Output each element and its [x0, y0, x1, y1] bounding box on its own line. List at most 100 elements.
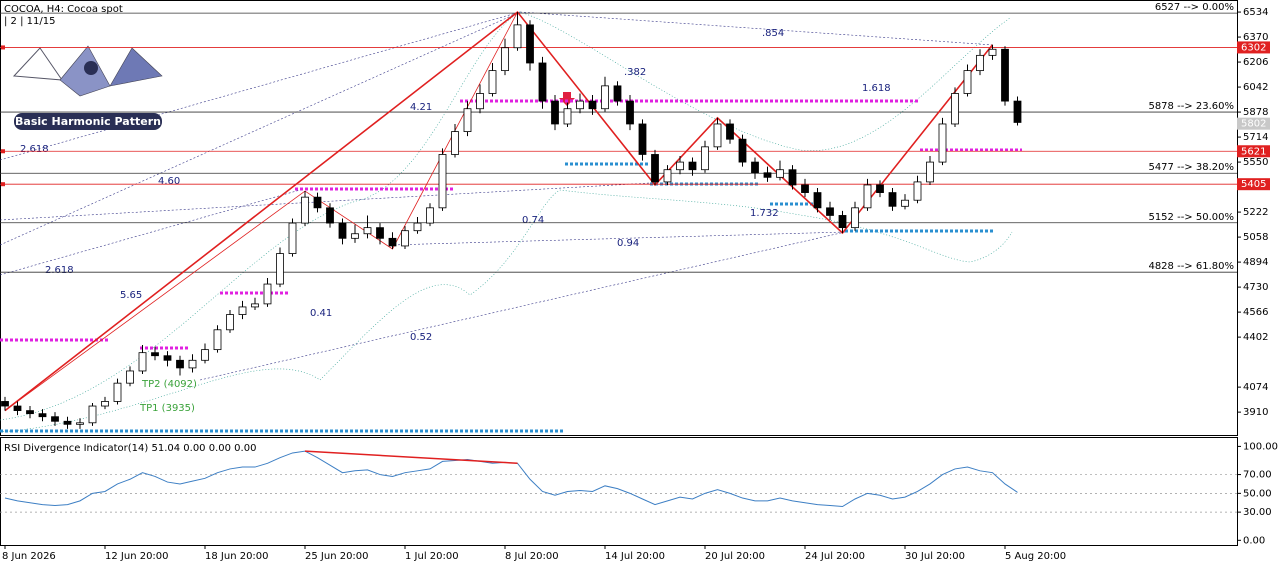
candle-body: [188, 359, 197, 369]
fib-level-label: 6527 --> 0.00%: [1155, 2, 1234, 13]
candle-body: [463, 108, 472, 132]
candle-body: [826, 207, 834, 216]
candle-body: [788, 169, 797, 186]
y-tick-label: 5058: [1243, 232, 1268, 243]
candle-body: [526, 24, 534, 64]
candle-body: [476, 93, 484, 110]
ratio-label: 5.65: [120, 290, 142, 301]
logo-shape: [12, 47, 64, 81]
x-tick-label: 30 Jul 20:00: [905, 551, 965, 562]
ratio-label: 4.21: [410, 102, 432, 113]
candle-body: [63, 420, 72, 425]
fib-level-label: 5878 --> 23.60%: [1148, 101, 1234, 112]
x-tick-label: 14 Jul 20:00: [605, 551, 665, 562]
ratio-label: 1.732: [750, 208, 779, 219]
y-tick-label: 6206: [1243, 57, 1268, 68]
price-box: [1237, 41, 1270, 54]
candle-body: [426, 207, 434, 224]
price-box-label: 5405: [1241, 179, 1266, 190]
divergence-line: [304, 450, 518, 465]
candle-body: [776, 169, 784, 178]
fib-level-label: 4828 --> 61.80%: [1148, 261, 1234, 272]
candle-body: [263, 283, 272, 305]
ratio-label: 2.618: [20, 144, 49, 155]
price-box-label: 5621: [1241, 146, 1266, 157]
tp-label: TP2 (4092): [141, 379, 197, 390]
candle-body: [638, 123, 647, 155]
candle-body: [401, 230, 409, 247]
y-tick-label: 50.00: [1243, 488, 1272, 499]
logo: Basic Harmonic Pattern: [12, 45, 163, 130]
candle-body: [501, 47, 509, 72]
candle-body: [88, 405, 97, 424]
candle-body: [138, 352, 147, 372]
ratio-label: .854: [762, 28, 784, 39]
candle-body: [351, 233, 359, 239]
candle-body: [688, 161, 697, 171]
level-dot: [1, 149, 5, 154]
x-tick-label: 12 Jun 20:00: [105, 551, 169, 562]
annotations: .854 1.618 4.21 2.618 4.60 .382 0.74 1.7…: [20, 28, 891, 414]
x-tick-label: 25 Jun 20:00: [305, 551, 369, 562]
y-tick-label: 5878: [1243, 107, 1268, 118]
candle-body: [863, 184, 872, 209]
x-tick-label: 20 Jul 20:00: [705, 551, 765, 562]
candle-body: [851, 207, 859, 229]
candle-body: [1, 401, 9, 407]
candle-body: [126, 370, 134, 384]
candle-body: [151, 352, 159, 357]
ratio-label: 1.618: [862, 83, 891, 94]
candle-body: [676, 161, 684, 171]
candle-body: [626, 100, 634, 125]
candle-body: [438, 154, 447, 209]
ratio-label: .382: [624, 67, 646, 78]
ratio-label: 0.41: [310, 308, 332, 319]
candle-body: [838, 215, 847, 229]
price-box: [1237, 117, 1270, 130]
candle-body: [751, 161, 759, 174]
candle-body: [301, 196, 309, 224]
y-tick-label: 70.00: [1243, 470, 1272, 481]
candle-body: [13, 405, 22, 412]
candle-body: [51, 416, 59, 422]
ratio-label: 4.60: [158, 176, 180, 187]
y-tick-label: 5550: [1243, 157, 1268, 168]
candle-body: [901, 199, 909, 207]
candle-body: [376, 227, 384, 239]
fan-line: [0, 182, 651, 221]
candle-body: [813, 192, 822, 209]
candle-body: [213, 329, 222, 351]
candle-body: [513, 24, 522, 49]
candle-body: [651, 154, 659, 183]
fan-line: [0, 11, 521, 246]
candle-body: [113, 382, 122, 402]
candle-body: [801, 184, 809, 193]
candle-body: [551, 100, 559, 125]
y-tick-label: 4730: [1243, 282, 1268, 293]
candle-body: [926, 161, 934, 183]
candle-body: [313, 196, 322, 209]
main-panel: [0, 0, 1238, 436]
candle-body: [238, 306, 247, 315]
sell-arrow: [559, 92, 575, 106]
ratio-label: 2.618: [45, 265, 74, 276]
candle-body: [38, 413, 47, 418]
candle-body: [601, 85, 609, 110]
price-box-label: 6302: [1241, 42, 1266, 53]
candle-body: [713, 123, 722, 148]
x-tick-label: 8 Jul 20:00: [505, 551, 559, 562]
candle-body: [938, 123, 947, 163]
band-lower: [0, 189, 1013, 433]
chart-subtitle: | 2 | 11/15: [4, 16, 55, 27]
candle-body: [488, 70, 497, 94]
price-box: [1237, 145, 1270, 158]
y-tick-label: 5714: [1243, 132, 1268, 143]
candle-body: [988, 48, 997, 56]
candle-body: [613, 85, 622, 102]
candle-body: [1001, 48, 1009, 102]
candle-body: [163, 355, 172, 361]
y-tick-label: 4566: [1243, 307, 1268, 318]
chart-title: COCOA, H4: Cocoa spot: [4, 4, 123, 15]
ratio-label: 0.74: [522, 215, 544, 226]
